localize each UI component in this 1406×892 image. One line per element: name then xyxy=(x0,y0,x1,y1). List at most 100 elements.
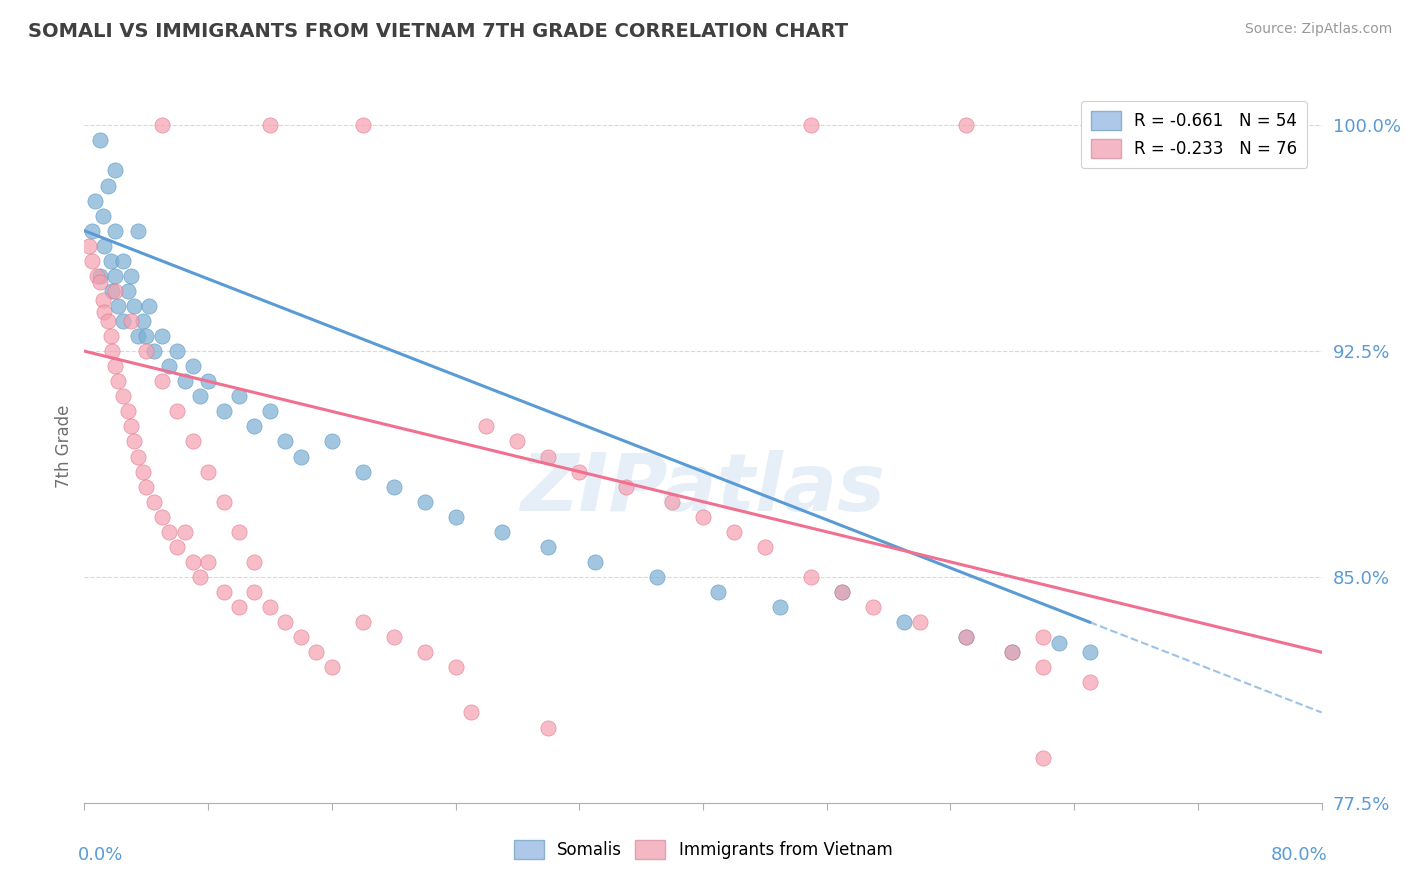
Point xyxy=(1078,645,1101,659)
Point xyxy=(754,540,776,554)
Point xyxy=(135,344,157,359)
Point xyxy=(159,524,180,539)
Point xyxy=(290,630,312,644)
Point xyxy=(537,540,560,554)
Point xyxy=(107,299,129,313)
Point xyxy=(166,540,188,554)
Point xyxy=(181,555,204,569)
Point xyxy=(135,329,157,343)
Point xyxy=(506,434,529,449)
Point xyxy=(122,299,145,313)
Point xyxy=(321,434,343,449)
Point xyxy=(150,119,173,133)
Point xyxy=(197,465,219,479)
Point xyxy=(537,721,560,735)
Point xyxy=(862,600,884,615)
Point xyxy=(132,465,155,479)
Point xyxy=(382,480,405,494)
Point xyxy=(413,645,436,659)
Point xyxy=(77,239,100,253)
Point xyxy=(120,314,142,328)
Point xyxy=(352,119,374,133)
Point xyxy=(127,450,149,464)
Point xyxy=(1032,660,1054,674)
Point xyxy=(955,119,977,133)
Point xyxy=(101,284,124,298)
Text: Source: ZipAtlas.com: Source: ZipAtlas.com xyxy=(1244,22,1392,37)
Point xyxy=(305,645,328,659)
Point xyxy=(89,133,111,147)
Point xyxy=(831,585,853,599)
Point xyxy=(138,299,160,313)
Point xyxy=(661,494,683,508)
Point xyxy=(132,314,155,328)
Point xyxy=(274,434,297,449)
Point xyxy=(800,119,823,133)
Point xyxy=(537,450,560,464)
Point xyxy=(112,314,135,328)
Point xyxy=(1156,119,1178,133)
Point xyxy=(1032,750,1054,764)
Text: 0.0%: 0.0% xyxy=(79,846,124,863)
Point xyxy=(86,268,108,283)
Point xyxy=(104,359,127,374)
Point xyxy=(723,524,745,539)
Point xyxy=(117,284,139,298)
Point xyxy=(93,305,115,319)
Point xyxy=(491,524,513,539)
Point xyxy=(955,630,977,644)
Point xyxy=(243,419,266,434)
Point xyxy=(908,615,931,629)
Point xyxy=(568,465,591,479)
Point xyxy=(150,374,173,388)
Point xyxy=(444,509,467,524)
Point xyxy=(104,268,127,283)
Point xyxy=(100,253,122,268)
Point xyxy=(955,630,977,644)
Point xyxy=(82,253,104,268)
Point xyxy=(444,660,467,674)
Point xyxy=(96,314,118,328)
Point xyxy=(475,419,498,434)
Point xyxy=(583,555,606,569)
Point xyxy=(112,389,135,403)
Legend: Somalis, Immigrants from Vietnam: Somalis, Immigrants from Vietnam xyxy=(508,833,898,866)
Point xyxy=(1078,675,1101,690)
Point xyxy=(112,253,135,268)
Point xyxy=(104,284,127,298)
Point xyxy=(150,329,173,343)
Point xyxy=(769,600,792,615)
Point xyxy=(352,615,374,629)
Point xyxy=(290,450,312,464)
Point xyxy=(100,329,122,343)
Point xyxy=(159,359,180,374)
Point xyxy=(243,555,266,569)
Point xyxy=(614,480,637,494)
Point xyxy=(143,344,166,359)
Point xyxy=(104,163,127,178)
Point xyxy=(259,404,281,418)
Point xyxy=(82,224,104,238)
Point xyxy=(84,194,107,208)
Point xyxy=(893,615,915,629)
Point xyxy=(1001,645,1024,659)
Point xyxy=(166,404,188,418)
Point xyxy=(1078,119,1101,133)
Point xyxy=(104,224,127,238)
Point xyxy=(1032,630,1054,644)
Point xyxy=(91,293,114,307)
Point xyxy=(174,524,197,539)
Point xyxy=(174,374,197,388)
Y-axis label: 7th Grade: 7th Grade xyxy=(55,404,73,488)
Point xyxy=(120,268,142,283)
Point xyxy=(120,419,142,434)
Point xyxy=(1001,645,1024,659)
Point xyxy=(321,660,343,674)
Point xyxy=(645,570,668,584)
Point xyxy=(831,585,853,599)
Point xyxy=(228,524,250,539)
Point xyxy=(212,585,235,599)
Point xyxy=(135,480,157,494)
Point xyxy=(460,706,482,720)
Point xyxy=(228,600,250,615)
